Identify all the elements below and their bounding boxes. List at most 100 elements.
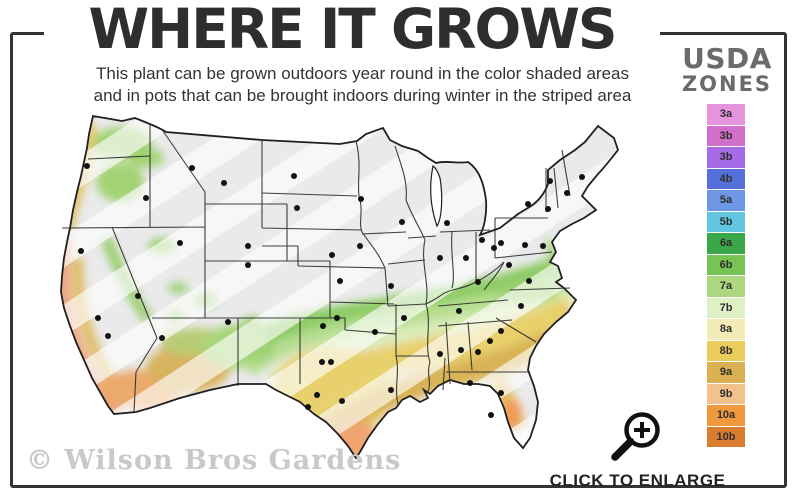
city-dot (329, 252, 335, 258)
state-borders (61, 124, 571, 413)
city-dot (337, 278, 343, 284)
legend-zone-label: 8a (719, 323, 733, 336)
city-dot (506, 262, 512, 268)
city-dot (467, 380, 473, 386)
legend-zone-swatch: 5a (707, 190, 745, 211)
city-dot (105, 333, 111, 339)
city-dot (159, 335, 165, 341)
city-marker-dots (78, 163, 585, 418)
legend-zone-swatch: 6b (707, 254, 745, 275)
city-dot (291, 173, 297, 179)
legend-zone-swatch: 8b (707, 340, 745, 361)
legend-zone-swatch: 4b (707, 168, 745, 189)
city-dot (388, 387, 394, 393)
legend-zone-swatch: 8a (707, 319, 745, 340)
city-dot (143, 195, 149, 201)
city-dot (135, 293, 141, 299)
city-dot (245, 243, 251, 249)
legend-zone-label: 9a (719, 366, 733, 379)
city-dot (437, 255, 443, 261)
city-dot (475, 279, 481, 285)
city-dot (399, 219, 405, 225)
page-title: WHERE IT GROWS (88, 0, 618, 61)
legend-zone-swatch: 7a (707, 276, 745, 297)
legend-zone-label: 3b (719, 129, 733, 142)
city-dot (319, 359, 325, 365)
legend-zone-label: 5a (719, 194, 733, 207)
lake-michigan (430, 165, 443, 228)
click-to-enlarge-control[interactable]: CLICK TO ENLARGE (540, 406, 735, 491)
city-dot (444, 220, 450, 226)
legend-zone-swatch: 10b (707, 426, 745, 447)
city-dot (491, 245, 497, 251)
city-dot (525, 201, 531, 207)
city-dot (177, 240, 183, 246)
legend-zone-swatch: 3b (707, 147, 745, 168)
city-dot (372, 329, 378, 335)
subtitle-line-2: and in pots that can be brought indoors … (93, 86, 632, 106)
city-dot (475, 349, 481, 355)
city-dot (526, 278, 532, 284)
city-dot (498, 328, 504, 334)
city-dot (487, 338, 493, 344)
city-dot (401, 315, 407, 321)
legend-zone-swatch: 9a (707, 362, 745, 383)
city-dot (522, 242, 528, 248)
legend-zone-swatch: 9b (707, 383, 745, 404)
city-dot (540, 243, 546, 249)
legend-zone-label: 3a (719, 108, 733, 121)
city-dot (294, 205, 300, 211)
legend-zone-label: 8b (719, 344, 733, 357)
legend-zone-swatch: 3a (707, 104, 745, 125)
legend-zone-label: 10a (716, 409, 736, 422)
city-dot (221, 180, 227, 186)
city-dot (78, 248, 84, 254)
city-dot (498, 390, 504, 396)
legend-zone-label: 9b (719, 387, 733, 400)
legend-zone-label: 6a (719, 237, 733, 250)
legend-heading: USDA ZONES (668, 44, 786, 96)
city-dot (357, 243, 363, 249)
legend-zone-label: 7a (719, 280, 733, 293)
city-dot (456, 308, 462, 314)
city-dot (564, 190, 570, 196)
city-dot (547, 178, 553, 184)
watermark: © Wilson Bros Gardens (26, 445, 402, 476)
click-to-enlarge-label[interactable]: CLICK TO ENLARGE (549, 471, 726, 490)
city-dot (437, 351, 443, 357)
city-dot (225, 319, 231, 325)
city-dot (579, 174, 585, 180)
city-dot (358, 196, 364, 202)
city-dot (545, 206, 551, 212)
legend-heading-zones: ZONES (681, 72, 773, 97)
legend-zone-label: 6b (719, 258, 733, 271)
legend-zone-swatch: 5b (707, 211, 745, 232)
city-dot (388, 283, 394, 289)
legend-zone-swatch: 6a (707, 233, 745, 254)
title-block: WHERE IT GROWS (44, 0, 660, 62)
legend-zone-swatch: 3b (707, 125, 745, 146)
city-dot (339, 398, 345, 404)
city-dot (334, 315, 340, 321)
legend-zone-label: 10b (716, 430, 736, 443)
city-dot (305, 404, 311, 410)
city-dot (458, 347, 464, 353)
legend-zone-label: 7b (719, 301, 733, 314)
subtitle-line-1: This plant can be grown outdoors year ro… (96, 64, 629, 83)
city-dot (463, 255, 469, 261)
city-dot (328, 359, 334, 365)
magnifier-plus-icon[interactable] (602, 406, 674, 464)
legend-zone-swatch: 7b (707, 297, 745, 318)
city-dot (488, 412, 494, 418)
legend-zone-label: 3b (719, 151, 733, 164)
city-dot (245, 262, 251, 268)
usda-zones-legend: 3a 3b 3b 4b 5a 5b 6a 6b 7a 7b 8a 8b 9a 9b 10a 10b (707, 104, 745, 447)
city-dot (518, 303, 524, 309)
city-dot (314, 392, 320, 398)
city-dot (84, 163, 90, 169)
legend-zone-label: 4b (719, 172, 733, 185)
city-dot (95, 315, 101, 321)
city-dot (189, 165, 195, 171)
